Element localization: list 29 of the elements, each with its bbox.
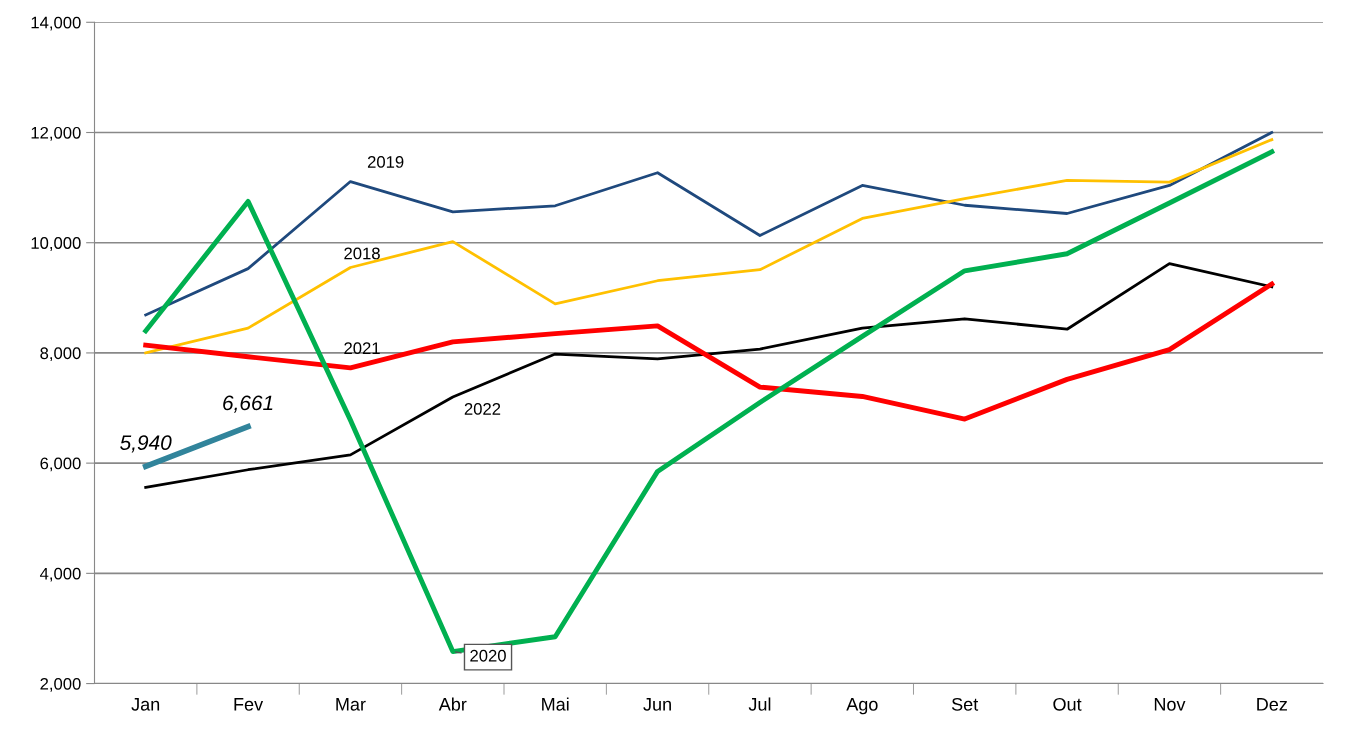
x-tick-label: Jun (643, 698, 671, 711)
x-tick-label: Ago (846, 698, 878, 715)
y-tick-label: 14,000 (31, 16, 81, 31)
series-label: 2019 (367, 156, 404, 168)
data-label: 5,940 (120, 435, 172, 453)
y-tick-label: 6,000 (40, 457, 81, 472)
line-series (143, 281, 1275, 422)
x-tick-label: Mar (336, 698, 366, 711)
series-label: 2022 (464, 403, 501, 415)
series-label: 2018 (344, 247, 380, 260)
series-label: 2020 (470, 649, 506, 662)
x-tick-label: Abr (438, 697, 467, 711)
series-label: 2021 (344, 342, 380, 355)
y-tick-label: 8,000 (40, 347, 81, 362)
y-tick-label: 2,000 (40, 677, 81, 692)
x-tick-label: Dez (1257, 698, 1287, 711)
y-tick-label: 4,000 (39, 567, 81, 582)
x-tick-label: Jan (131, 698, 160, 711)
x-tick-label: Out (1053, 697, 1082, 711)
data-label: 6,661 (223, 395, 273, 413)
x-tick-label: Nov (1154, 698, 1186, 711)
line-series (144, 131, 1274, 317)
x-tick-label: Jul (748, 697, 771, 711)
line-series (144, 138, 1274, 355)
y-tick-label: 10,000 (31, 237, 81, 251)
x-tick-label: Fev (234, 698, 264, 711)
y-tick-label: 12,000 (31, 126, 81, 141)
x-tick-label: Mai (542, 697, 569, 711)
x-tick-label: Set (951, 697, 979, 711)
